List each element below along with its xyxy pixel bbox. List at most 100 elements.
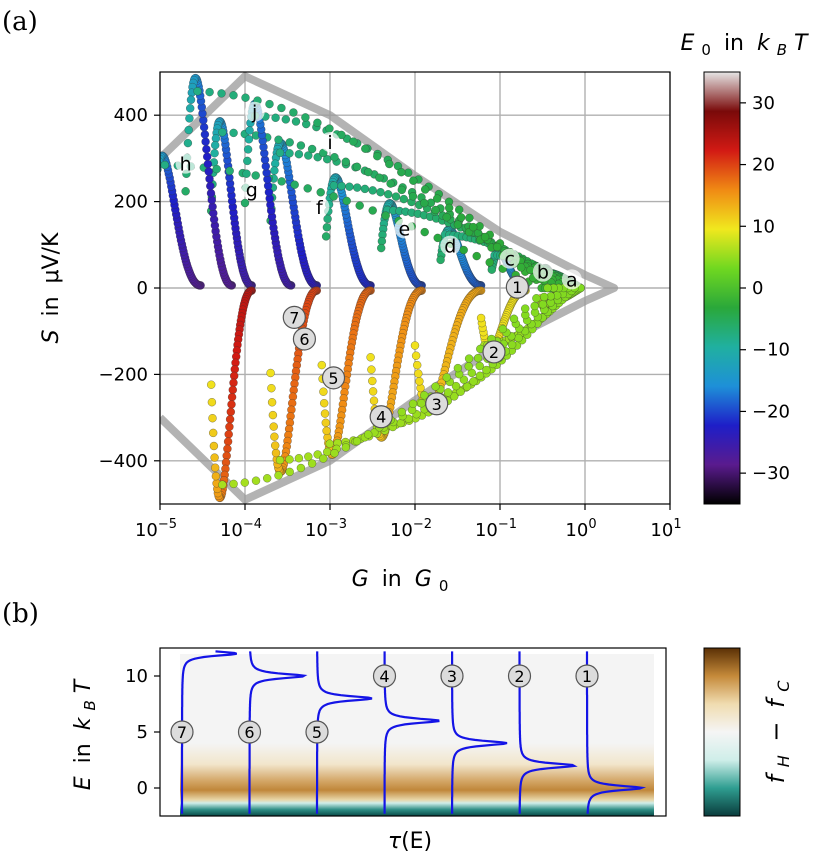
scatter-point bbox=[241, 93, 250, 102]
scatter-point bbox=[451, 381, 461, 391]
scatter-point bbox=[185, 114, 194, 123]
scatter-point bbox=[368, 387, 378, 396]
peak-label-number: 5 bbox=[312, 723, 322, 742]
scatter-point bbox=[487, 265, 496, 274]
series-label-halo bbox=[532, 261, 553, 282]
scatter-point bbox=[397, 185, 406, 195]
scatter-point bbox=[341, 443, 350, 452]
panel-b-colorbar-title: f H − f C bbox=[762, 680, 795, 784]
scatter-point bbox=[375, 173, 384, 182]
series-label-halo bbox=[561, 269, 582, 290]
scatter-point bbox=[269, 422, 278, 431]
scatter-point bbox=[210, 453, 219, 462]
colorbar-tick-label: −20 bbox=[752, 401, 790, 422]
scatter-point bbox=[431, 382, 440, 391]
scatter-point bbox=[319, 387, 328, 396]
scatter-point bbox=[472, 251, 481, 261]
scatter-point bbox=[223, 444, 232, 453]
scatter-point bbox=[229, 479, 238, 489]
scatter-point bbox=[290, 180, 299, 189]
scatter-point bbox=[410, 341, 420, 350]
series-label-letter: b bbox=[537, 262, 549, 284]
scatter-point bbox=[408, 192, 418, 201]
scatter-point bbox=[225, 415, 235, 424]
peak-label-number: 3 bbox=[447, 667, 457, 686]
peak-label-circle bbox=[507, 664, 532, 688]
scatter-point bbox=[543, 283, 552, 293]
scatter-point bbox=[289, 108, 298, 117]
scatter-point bbox=[207, 398, 217, 407]
scatter-point bbox=[360, 184, 370, 194]
scatter-point bbox=[349, 137, 358, 146]
scatter-point bbox=[538, 300, 548, 309]
scatter-point bbox=[285, 149, 294, 158]
scatter-point bbox=[509, 314, 519, 323]
series-label-letter: g bbox=[246, 180, 258, 202]
panel-a-colorbar bbox=[703, 71, 741, 505]
scatter-point bbox=[364, 430, 373, 439]
scatter-point bbox=[353, 183, 362, 192]
series-label-halo bbox=[175, 153, 196, 174]
scatter-point bbox=[266, 368, 275, 378]
scatter-point bbox=[341, 157, 350, 166]
peak-label-number: 6 bbox=[244, 723, 254, 742]
scatter-point bbox=[205, 87, 214, 97]
scatter-point bbox=[391, 192, 401, 201]
peak-label-circle bbox=[372, 664, 397, 688]
scatter-point bbox=[204, 167, 213, 176]
scatter-point bbox=[186, 95, 196, 104]
scatter-point bbox=[337, 181, 346, 191]
scatter-point bbox=[411, 351, 421, 360]
scatter-point bbox=[304, 151, 313, 160]
colorbar-tick-label: 20 bbox=[752, 155, 775, 176]
scatter-point bbox=[516, 263, 526, 272]
scatter-point bbox=[507, 340, 517, 349]
scatter-point bbox=[201, 137, 210, 146]
panel-b-ylabel: E in k B T bbox=[71, 678, 101, 790]
scatter-point bbox=[476, 313, 486, 323]
scatter-point bbox=[263, 474, 272, 483]
scatter-point bbox=[291, 117, 301, 126]
scatter-point bbox=[151, 184, 159, 192]
scatter-point bbox=[275, 455, 285, 465]
scatter-point bbox=[211, 472, 221, 481]
envelope-band bbox=[160, 72, 619, 504]
scatter-point bbox=[265, 99, 274, 109]
y-tick-label: 0 bbox=[137, 278, 148, 299]
scatter-point bbox=[330, 153, 339, 162]
scatter-point bbox=[243, 145, 253, 154]
x-tick-label: 100 bbox=[565, 517, 596, 541]
scatter-point bbox=[482, 365, 491, 375]
x-tick-label: 10−5 bbox=[135, 517, 177, 541]
scatter-point bbox=[384, 190, 393, 199]
y-tick-label: 200 bbox=[114, 192, 148, 213]
scatter-point bbox=[355, 201, 364, 210]
scatter-point bbox=[225, 422, 234, 431]
scatter-point bbox=[149, 212, 157, 220]
scatter-point bbox=[420, 198, 429, 208]
scatter-point bbox=[413, 360, 422, 370]
panel-b-xlabel: τ(E) bbox=[388, 829, 432, 854]
scatter-point bbox=[539, 292, 549, 302]
series-label-circle bbox=[482, 340, 506, 364]
scatter-point bbox=[307, 459, 317, 468]
scatter-point bbox=[316, 188, 325, 197]
scatter-point bbox=[443, 388, 453, 397]
scatter-point bbox=[480, 232, 490, 242]
series-label-circle bbox=[321, 366, 346, 390]
scatter-point bbox=[397, 168, 406, 177]
x-tick-label: 10−4 bbox=[220, 517, 262, 541]
scatter-point bbox=[203, 152, 212, 161]
scatter-point bbox=[199, 123, 209, 132]
scatter-point bbox=[514, 333, 523, 343]
series-label-circle bbox=[505, 275, 529, 299]
series-label-halo bbox=[499, 248, 520, 269]
scatter-point bbox=[467, 368, 476, 378]
scatter-point bbox=[473, 353, 483, 363]
scatter-point bbox=[152, 177, 160, 185]
colorbar-tick-label: 0 bbox=[752, 278, 763, 299]
scatter-point bbox=[322, 426, 331, 435]
scatter-point bbox=[226, 407, 235, 417]
scatter-point bbox=[274, 135, 283, 144]
